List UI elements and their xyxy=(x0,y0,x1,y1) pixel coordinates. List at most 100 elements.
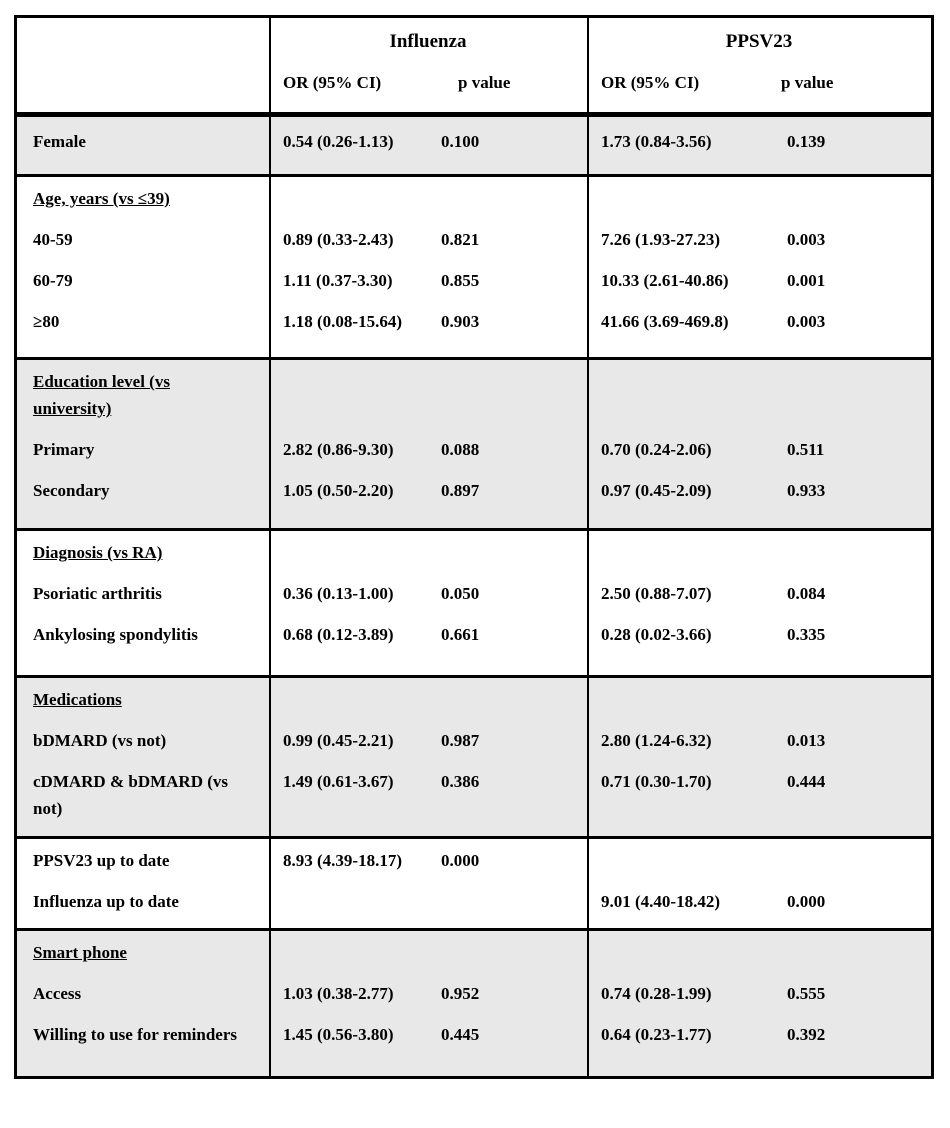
section-female: Female 0.54 (0.26-1.13) 0.100 1.73 (0.84… xyxy=(17,117,931,174)
influenza-cell: 0.99 (0.45-2.21) 0.987 xyxy=(269,727,587,754)
p-value: 0.444 xyxy=(787,772,826,791)
influenza-cell: 0.68 (0.12-3.89) 0.661 xyxy=(269,621,587,648)
p-value: 0.000 xyxy=(441,851,480,870)
p-value: 0.084 xyxy=(787,584,826,603)
p-value: 0.445 xyxy=(441,1025,480,1044)
ppsv23-cell: 0.71 (0.30-1.70) 0.444 xyxy=(587,768,931,822)
section-medications: Medications bDMARD (vs not) 0.99 (0.45-2… xyxy=(17,675,931,836)
or-value: 2.80 (1.24-6.32) xyxy=(601,731,712,750)
p-value: 0.897 xyxy=(441,481,480,500)
influenza-cell: 2.82 (0.86-9.30) 0.088 xyxy=(269,436,587,463)
p-value: 0.139 xyxy=(787,132,826,151)
or-value: 1.03 (0.38-2.77) xyxy=(283,984,394,1003)
ppsv23-column-header: PPSV23 OR (95% CI) p value xyxy=(587,28,931,96)
ppsv23-cell xyxy=(587,847,931,874)
row-label: Primary xyxy=(33,440,95,459)
or-value: 1.05 (0.50-2.20) xyxy=(283,481,394,500)
ppsv23-cell: 7.26 (1.93-27.23) 0.003 xyxy=(587,226,931,253)
row-label: Access xyxy=(33,984,82,1003)
or-value: 0.89 (0.33-2.43) xyxy=(283,230,394,249)
p-value: 0.511 xyxy=(787,440,825,459)
or-value: 0.70 (0.24-2.06) xyxy=(601,440,712,459)
row-label: 40-59 xyxy=(33,230,73,249)
column-divider xyxy=(587,18,589,1076)
section-diagnosis: Diagnosis (vs RA) Psoriatic arthritis 0.… xyxy=(17,528,931,675)
section-header: Smart phone xyxy=(33,943,127,962)
influenza-cell: 1.11 (0.37-3.30) 0.855 xyxy=(269,267,587,294)
section-header: Education level (vs university) xyxy=(33,372,170,418)
section-header: Medications xyxy=(33,690,122,709)
p-value: 0.001 xyxy=(787,271,826,290)
influenza-cell: 1.49 (0.61-3.67) 0.386 xyxy=(269,768,587,822)
or-value: 0.68 (0.12-3.89) xyxy=(283,625,394,644)
p-value: 0.013 xyxy=(787,731,826,750)
p-value: 0.903 xyxy=(441,312,480,331)
p-value: 0.335 xyxy=(787,625,826,644)
p-value: 0.855 xyxy=(441,271,480,290)
or-value: 0.74 (0.28-1.99) xyxy=(601,984,712,1003)
influenza-column-title: Influenza xyxy=(389,31,467,52)
or-value: 1.45 (0.56-3.80) xyxy=(283,1025,394,1044)
p-value: 0.555 xyxy=(787,984,826,1003)
influenza-cell xyxy=(269,888,587,915)
or-value: 0.71 (0.30-1.70) xyxy=(601,772,712,791)
p-value: 0.952 xyxy=(441,984,480,1003)
or-ci-header: OR (95% CI) xyxy=(601,73,700,92)
row-label: PPSV23 up to date xyxy=(33,851,170,870)
influenza-cell: 8.93 (4.39-18.17) 0.000 xyxy=(269,847,587,874)
ppsv23-cell: 0.28 (0.02-3.66) 0.335 xyxy=(587,621,931,648)
row-label: Secondary xyxy=(33,481,110,500)
p-value: 0.100 xyxy=(441,132,480,151)
section-up-to-date: PPSV23 up to date 8.93 (4.39-18.17) 0.00… xyxy=(17,836,931,928)
ppsv23-cell: 1.73 (0.84-3.56) 0.139 xyxy=(587,128,931,155)
p-value: 0.000 xyxy=(787,892,826,911)
or-value: 9.01 (4.40-18.42) xyxy=(601,892,720,911)
ppsv23-column-title: PPSV23 xyxy=(725,31,793,52)
p-value: 0.050 xyxy=(441,584,480,603)
row-label: Female xyxy=(33,132,86,151)
section-smart-phone: Smart phone Access 1.03 (0.38-2.77) 0.95… xyxy=(17,928,931,1076)
or-value: 0.36 (0.13-1.00) xyxy=(283,584,394,603)
p-value: 0.088 xyxy=(441,440,480,459)
p-value: 0.821 xyxy=(441,230,480,249)
or-value: 0.28 (0.02-3.66) xyxy=(601,625,712,644)
or-value: 7.26 (1.93-27.23) xyxy=(601,230,720,249)
ppsv23-cell: 0.74 (0.28-1.99) 0.555 xyxy=(587,980,931,1007)
section-age: Age, years (vs ≤39) 40-59 0.89 (0.33-2.4… xyxy=(17,174,931,357)
influenza-cell: 1.18 (0.08-15.64) 0.903 xyxy=(269,308,587,335)
or-value: 1.49 (0.61-3.67) xyxy=(283,772,394,791)
column-divider xyxy=(269,18,271,1076)
row-label: Psoriatic arthritis xyxy=(33,584,162,603)
section-education: Education level (vs university) Primary … xyxy=(17,357,931,528)
influenza-cell: 0.54 (0.26-1.13) 0.100 xyxy=(269,128,587,155)
or-value: 0.97 (0.45-2.09) xyxy=(601,481,712,500)
or-value: 10.33 (2.61-40.86) xyxy=(601,271,729,290)
row-label: cDMARD & bDMARD (vs not) xyxy=(33,772,228,818)
or-value: 1.18 (0.08-15.64) xyxy=(283,312,402,331)
influenza-cell: 1.45 (0.56-3.80) 0.445 xyxy=(269,1021,587,1048)
or-value: 0.54 (0.26-1.13) xyxy=(283,132,394,151)
regression-results-table: Influenza OR (95% CI) p value PPSV23 OR … xyxy=(14,15,934,1079)
or-value: 41.66 (3.69-469.8) xyxy=(601,312,729,331)
influenza-cell: 1.05 (0.50-2.20) 0.897 xyxy=(269,477,587,504)
ppsv23-cell: 0.64 (0.23-1.77) 0.392 xyxy=(587,1021,931,1048)
row-label: ≥80 xyxy=(33,312,60,331)
row-label: Ankylosing spondylitis xyxy=(33,625,198,644)
ppsv23-cell: 9.01 (4.40-18.42) 0.000 xyxy=(587,888,931,915)
or-value: 8.93 (4.39-18.17) xyxy=(283,851,402,870)
row-label: 60-79 xyxy=(33,271,73,290)
or-value: 2.82 (0.86-9.30) xyxy=(283,440,394,459)
section-header: Age, years (vs ≤39) xyxy=(33,189,170,208)
row-label: Willing to use for reminders xyxy=(33,1025,237,1044)
row-label: bDMARD (vs not) xyxy=(33,731,167,750)
p-value-header: p value xyxy=(458,73,511,92)
p-value: 0.987 xyxy=(441,731,480,750)
p-value: 0.003 xyxy=(787,312,826,331)
influenza-column-header: Influenza OR (95% CI) p value xyxy=(269,28,587,96)
influenza-cell: 1.03 (0.38-2.77) 0.952 xyxy=(269,980,587,1007)
p-value: 0.392 xyxy=(787,1025,826,1044)
or-value: 0.99 (0.45-2.21) xyxy=(283,731,394,750)
p-value-header: p value xyxy=(781,73,834,92)
or-ci-header: OR (95% CI) xyxy=(283,73,382,92)
